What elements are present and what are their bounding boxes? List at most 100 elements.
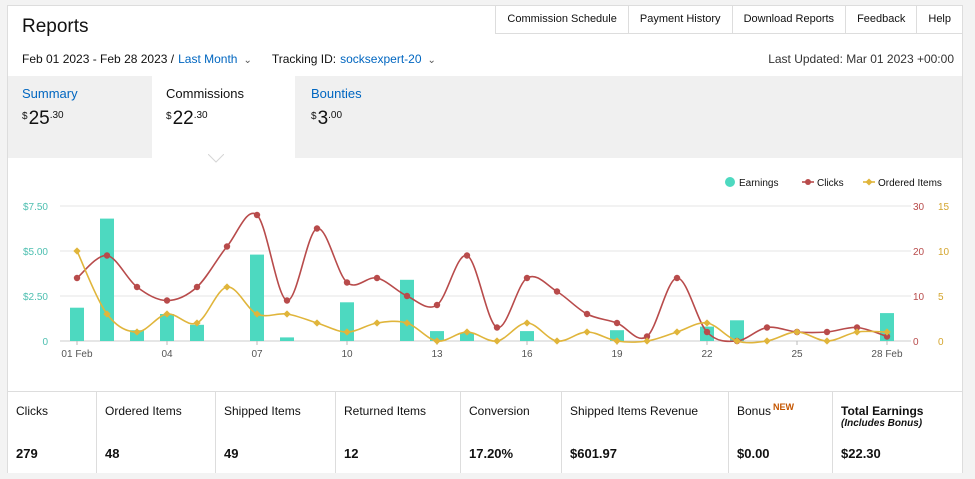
top-nav: Commission Schedule Payment History Down… (495, 6, 962, 34)
ordered-items-point (643, 337, 651, 345)
tab-bounties[interactable]: Bounties $ 3 .00 (311, 86, 362, 130)
clicks-line (76, 212, 888, 343)
help-button[interactable]: Help (928, 13, 951, 25)
ordered-items-point (103, 310, 111, 318)
y-right-ordered-tick-label: 10 (938, 247, 950, 258)
ordered-items-point (313, 319, 321, 327)
stat-value: 12 (344, 446, 359, 461)
ordered-items-point (553, 337, 561, 345)
clicks-point (193, 283, 201, 291)
clicks-point (343, 279, 351, 286)
page-title: Reports (22, 16, 89, 37)
ordered-items-point (523, 319, 531, 327)
y-right-ordered-tick-label: 5 (938, 292, 944, 303)
tab-commissions[interactable]: Commissions $ 22 .30 (152, 76, 295, 160)
x-tick-label: 10 (341, 349, 353, 360)
ordered-items-point (253, 310, 261, 318)
feedback-button[interactable]: Feedback (846, 6, 918, 33)
tab-summary-label: Summary (22, 86, 78, 101)
reports-frame: Reports Commission Schedule Payment Hist… (7, 5, 963, 473)
tab-bounties-label: Bounties (311, 86, 362, 101)
ordered-items-point (493, 337, 501, 345)
stat-ordered-items: Ordered Items 48 (97, 392, 216, 473)
y-right-clicks-tick-label: 0 (913, 337, 919, 348)
clicks-point (373, 274, 381, 282)
chart-panel: $7.50 30 15 $5.00 20 10 $2.50 10 5 0 0 0 01 Feb 04 07 1… (8, 158, 962, 391)
download-reports-button[interactable]: Download Reports (733, 6, 847, 33)
clicks-point (433, 301, 441, 309)
chevron-down-icon[interactable]: ⌄ (427, 54, 436, 66)
clicks-point (313, 225, 321, 232)
x-tick-label: 28 Feb (871, 349, 903, 360)
period-dropdown[interactable]: Last Month (178, 52, 238, 66)
ordered-items-point (883, 328, 891, 336)
legend-clicks-label: Clicks (817, 178, 844, 189)
stat-value: $0.00 (737, 446, 770, 461)
clicks-point (283, 297, 291, 304)
stat-value: 17.20% (469, 446, 514, 461)
commission-schedule-button[interactable]: Commission Schedule (496, 6, 629, 33)
clicks-point (73, 274, 81, 282)
x-tick-label: 07 (251, 349, 263, 360)
ordered-items-point (73, 247, 81, 255)
ordered-items-point (343, 328, 351, 336)
chevron-down-icon[interactable]: ⌄ (243, 54, 252, 66)
y-right-ordered-tick-label: 0 (938, 337, 944, 348)
clicks-point (823, 328, 831, 336)
amount-whole: 25 (28, 108, 50, 129)
stat-value: 49 (224, 446, 239, 461)
stat-total-earnings: Total Earnings (Includes Bonus) $22.30 (833, 392, 962, 473)
tracking-id-label: Tracking ID: (271, 52, 337, 66)
tab-summary[interactable]: Summary $ 25 .30 (22, 86, 78, 130)
payment-history-button[interactable]: Payment History (629, 6, 733, 33)
tab-summary-value: $ 25 .30 (22, 108, 78, 130)
amount-cents: .30 (49, 110, 64, 121)
stat-label: Returned Items (344, 404, 427, 418)
clicks-point (673, 274, 681, 282)
x-tick-label: 04 (161, 349, 173, 360)
earnings-bar (400, 279, 414, 341)
ordered-items-point (673, 328, 681, 336)
stat-label: Total Earnings (841, 404, 924, 418)
ordered-items-point (433, 337, 441, 345)
ordered-items-point (283, 310, 291, 318)
amount-cents: .00 (328, 110, 343, 121)
clicks-point (583, 310, 591, 318)
tab-commissions-value: $ 22 .30 (166, 108, 295, 130)
ordered-items-point (403, 319, 411, 327)
ordered-items-line (76, 250, 888, 344)
x-tick-label: 16 (521, 349, 533, 360)
clicks-point (103, 252, 111, 259)
currency-symbol: $ (166, 111, 172, 122)
earnings-bar (100, 218, 114, 341)
clicks-point (223, 243, 231, 250)
ordered-items-point (613, 337, 621, 345)
ordered-items-point (193, 319, 201, 327)
ordered-items-point (733, 337, 741, 345)
y-right-clicks-tick-label: 10 (913, 292, 925, 303)
clicks-point (463, 252, 471, 259)
new-badge: NEW (773, 402, 795, 412)
ordered-items-point (793, 328, 801, 336)
ordered-items-point (823, 337, 831, 345)
clicks-point (763, 324, 771, 331)
bonus-label: Bonus (737, 404, 772, 418)
amount-whole: 22 (172, 108, 194, 129)
tracking-id-dropdown[interactable]: socksexpert-20 (340, 52, 422, 66)
earnings-bar (250, 254, 264, 341)
ordered-items-point (133, 328, 141, 336)
date-range-text: Feb 01 2023 - Feb 28 2023 / (22, 52, 175, 66)
clicks-point (523, 274, 531, 282)
stat-conversion: Conversion 17.20% (461, 392, 562, 473)
stat-label: Shipped Items (224, 404, 301, 418)
y-right-ordered-tick-label: 15 (938, 202, 950, 213)
earnings-bar (610, 330, 624, 341)
stat-label: Conversion (469, 404, 530, 418)
clicks-point (553, 288, 561, 295)
legend-clicks-icon (805, 179, 811, 185)
clicks-point (703, 328, 711, 336)
ordered-items-point (853, 328, 861, 336)
last-updated: Last Updated: Mar 01 2023 +00:00 (768, 52, 954, 66)
earnings-bar (460, 332, 474, 341)
tab-bounties-value: $ 3 .00 (311, 108, 362, 130)
